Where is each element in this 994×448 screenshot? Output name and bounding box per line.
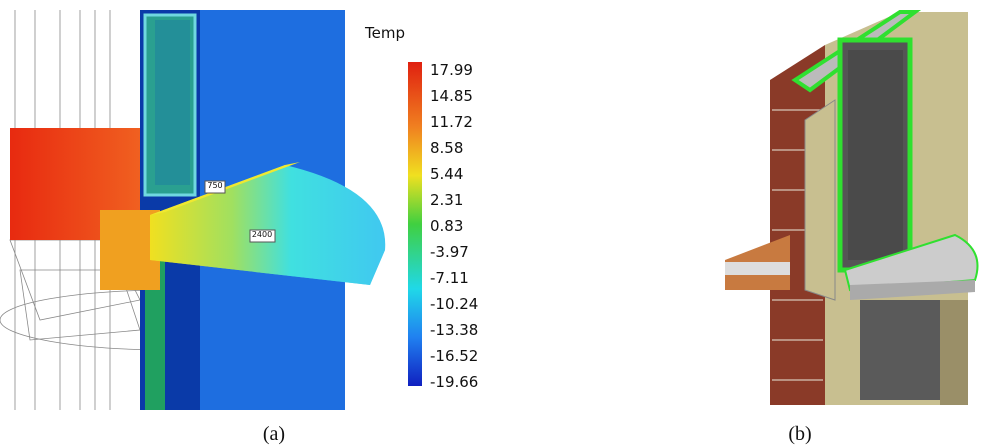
legend-label: -13.38	[430, 321, 478, 339]
thermal-render: 750 2400	[0, 10, 385, 410]
legend-label: 11.72	[430, 113, 473, 131]
figure: 750 2400 Temp 17.99 14.85 11.72 8.58 5.44 2.3…	[0, 0, 994, 448]
legend-title: Temp	[364, 24, 405, 42]
legend-labels: 17.99 14.85 11.72 8.58 5.44 2.31 0.83 -3.97 -7.1…	[430, 61, 478, 391]
legend-label: 17.99	[430, 61, 473, 79]
legend-label: -7.11	[430, 269, 469, 287]
dimension-label: 750	[207, 181, 222, 190]
building-render	[725, 12, 978, 405]
legend-label: 5.44	[430, 165, 463, 183]
figure-page: 750 2400 Temp 17.99 14.85 11.72 8.58 5.44 2.3…	[0, 0, 994, 448]
legend-label: -19.66	[430, 373, 478, 391]
legend-label: 14.85	[430, 87, 473, 105]
legend-label: 2.31	[430, 191, 463, 209]
legend-label: 8.58	[430, 139, 463, 157]
legend-label: 0.83	[430, 217, 463, 235]
caption: (b)	[788, 423, 811, 445]
dimension-label: 2400	[252, 230, 272, 239]
color-scale	[408, 62, 422, 386]
legend-label: -10.24	[430, 295, 478, 313]
legend-label: -3.97	[430, 243, 469, 261]
caption: (a)	[263, 423, 285, 445]
legend-label: -16.52	[430, 347, 478, 365]
